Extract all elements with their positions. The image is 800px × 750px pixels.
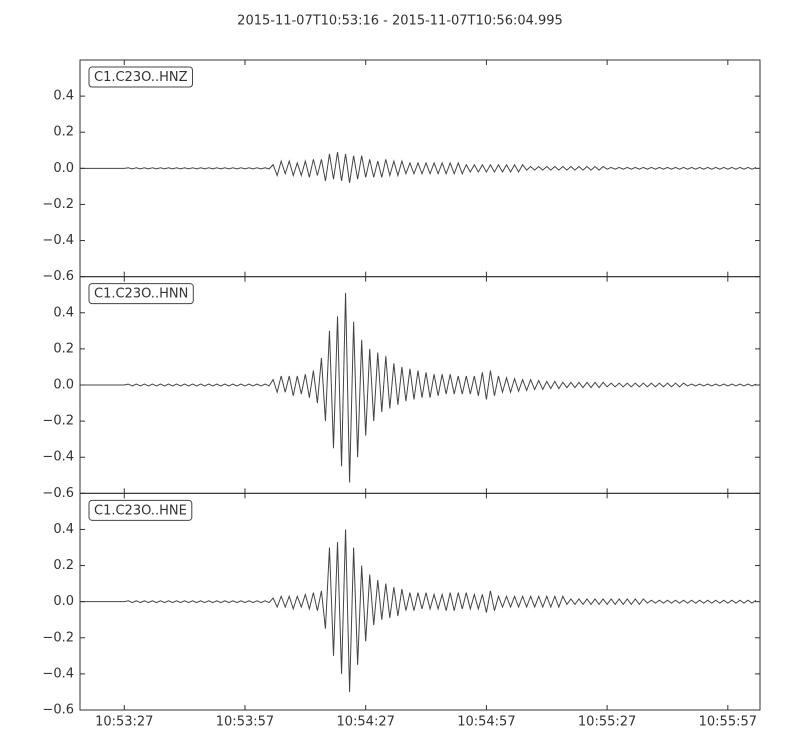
legend-box: [88, 499, 193, 521]
legend-label: C1.C23O..HNE: [94, 503, 187, 518]
y-tick-label: 0.2: [53, 125, 74, 140]
waveform: [80, 292, 757, 483]
x-tick-label: 10:54:27: [336, 715, 394, 730]
y-tick-label: 0.2: [53, 341, 74, 356]
y-tick-label: 0.4: [53, 305, 74, 320]
y-tick-label: −0.4: [42, 666, 74, 681]
y-tick-label: −0.4: [42, 450, 74, 465]
legend-label: C1.C23O..HNZ: [94, 70, 188, 85]
y-tick-label: 0.0: [53, 594, 74, 609]
x-tick-label: 10:54:57: [457, 715, 515, 730]
x-tick-label: 10:55:57: [699, 715, 757, 730]
waveform: [80, 529, 757, 692]
legend-box: [88, 283, 194, 305]
y-tick-label: −0.2: [42, 197, 74, 212]
y-tick-label: 0.4: [53, 89, 74, 104]
y-tick-label: −0.6: [42, 486, 74, 501]
y-tick-label: 0.2: [53, 558, 74, 573]
x-tick-label: 10:55:27: [578, 715, 636, 730]
x-tick-label: 10:53:57: [216, 715, 274, 730]
y-tick-label: −0.4: [42, 233, 74, 248]
y-tick-label: −0.6: [42, 269, 74, 284]
y-tick-label: 0.4: [53, 522, 74, 537]
chart-title: 2015-11-07T10:53:16 - 2015-11-07T10:56:0…: [237, 14, 563, 29]
y-tick-label: −0.2: [42, 414, 74, 429]
y-tick-label: 0.0: [53, 161, 74, 176]
waveform: [80, 152, 757, 183]
y-tick-label: −0.6: [42, 703, 74, 718]
y-tick-label: 0.0: [53, 378, 74, 393]
legend-box: [88, 66, 193, 88]
legend-label: C1.C23O..HNN: [94, 287, 188, 302]
y-tick-label: −0.2: [42, 630, 74, 645]
x-tick-label: 10:53:27: [95, 715, 153, 730]
